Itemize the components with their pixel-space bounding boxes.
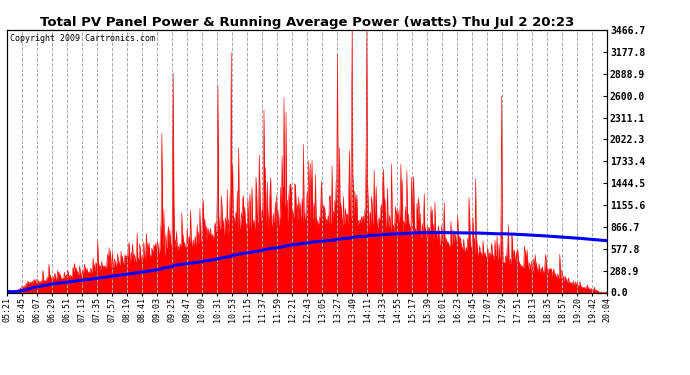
Text: Copyright 2009 Cartronics.com: Copyright 2009 Cartronics.com [10,34,155,43]
Title: Total PV Panel Power & Running Average Power (watts) Thu Jul 2 20:23: Total PV Panel Power & Running Average P… [40,16,574,29]
